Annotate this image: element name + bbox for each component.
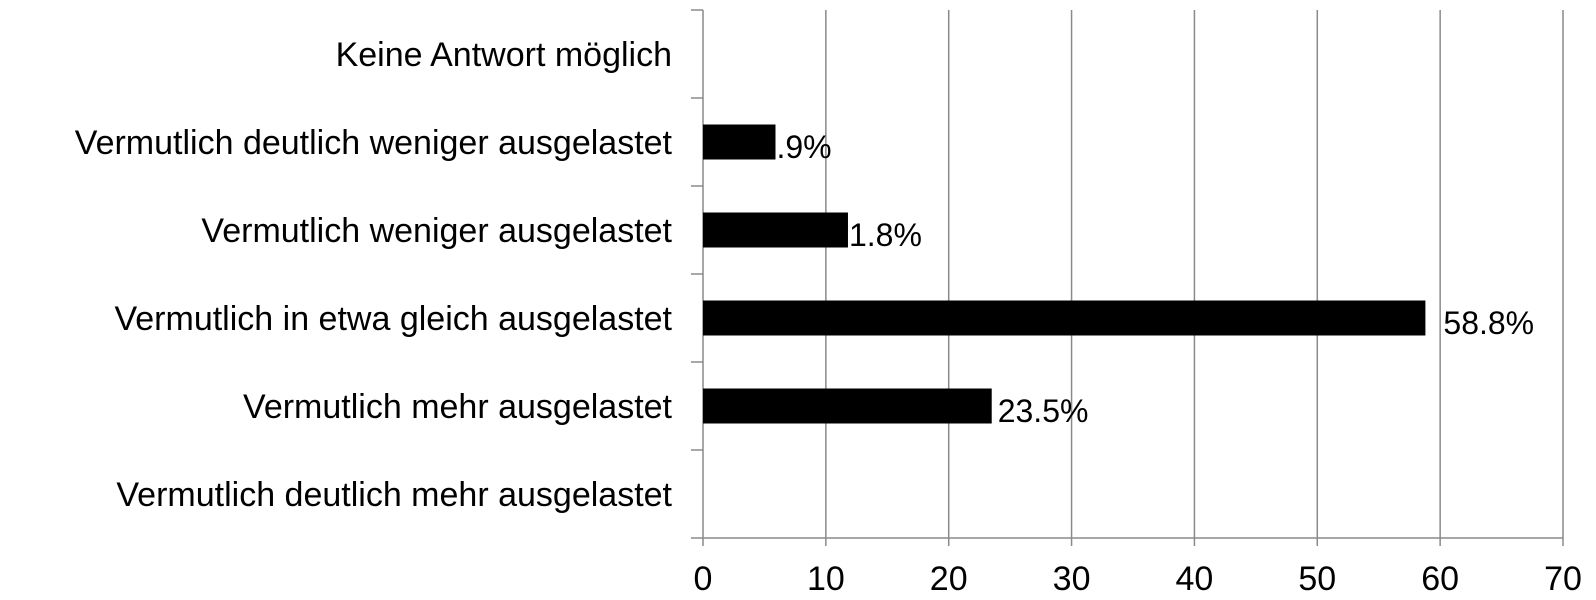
x-tick-label: 60 bbox=[1421, 560, 1459, 598]
x-tick-label: 40 bbox=[1176, 560, 1214, 598]
bar bbox=[703, 212, 848, 248]
x-tick-label: 10 bbox=[807, 560, 845, 598]
x-tick-label: 30 bbox=[1053, 560, 1091, 598]
x-tick-label: 0 bbox=[694, 560, 713, 598]
category-labels: Keine Antwort möglich Vermutlich deutlich… bbox=[75, 36, 673, 514]
category-label: Vermutlich in etwa gleich ausgelastet bbox=[114, 300, 672, 338]
x-tick-label: 70 bbox=[1544, 560, 1582, 598]
data-label: .9% bbox=[776, 129, 831, 165]
category-label: Vermutlich mehr ausgelastet bbox=[243, 388, 673, 426]
x-tick-label: 20 bbox=[930, 560, 968, 598]
axes bbox=[691, 9, 1564, 546]
bar bbox=[703, 300, 1426, 336]
category-label: Vermutlich deutlich weniger ausgelastet bbox=[75, 124, 673, 162]
data-label: 58.8% bbox=[1443, 305, 1534, 341]
category-label: Vermutlich deutlich mehr ausgelastet bbox=[116, 476, 672, 514]
x-tick-label: 50 bbox=[1298, 560, 1336, 598]
data-labels: .9% 1.8% 58.8% 23.5% bbox=[776, 129, 1534, 429]
category-label: Keine Antwort möglich bbox=[336, 36, 672, 74]
data-label: 1.8% bbox=[849, 217, 922, 253]
bar bbox=[703, 388, 992, 424]
bar bbox=[703, 124, 776, 160]
data-label: 23.5% bbox=[998, 393, 1089, 429]
bars bbox=[703, 124, 1426, 424]
grid-lines bbox=[825, 10, 1564, 538]
category-label: Vermutlich weniger ausgelastet bbox=[201, 212, 672, 250]
x-tick-labels: 0 10 20 30 40 50 60 70 bbox=[694, 560, 1582, 598]
